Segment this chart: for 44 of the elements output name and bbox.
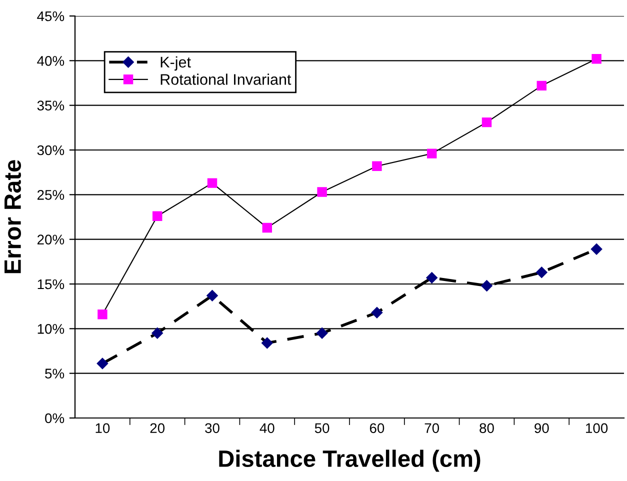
point xyxy=(98,310,108,320)
y-tick-label: 0% xyxy=(45,413,64,424)
point xyxy=(372,161,382,171)
x-tick-label: 20 xyxy=(150,423,165,434)
y-tick-label: 10% xyxy=(38,324,64,334)
point xyxy=(262,337,273,349)
x-tick-label: 50 xyxy=(314,423,330,434)
x-tick-label: 90 xyxy=(534,423,549,434)
point xyxy=(426,148,437,158)
point xyxy=(536,80,547,91)
x-tick-label: 70 xyxy=(424,423,440,434)
point xyxy=(262,222,272,233)
point xyxy=(152,211,162,221)
y-tick-label: 5% xyxy=(45,368,64,379)
x-axis-title: Distance Travelled (cm) xyxy=(219,450,480,472)
y-tick-label: 45% xyxy=(37,11,64,22)
point xyxy=(481,280,492,292)
x-tick-label: 80 xyxy=(480,423,494,434)
x-tick-label: 60 xyxy=(370,423,384,434)
x-tick-label: 40 xyxy=(260,423,274,434)
y-tick-label: 15% xyxy=(38,279,64,290)
point xyxy=(590,244,602,255)
point xyxy=(207,178,218,188)
legend-label: K-jet xyxy=(160,56,191,71)
point xyxy=(371,306,383,318)
y-tick-label: 20% xyxy=(37,234,64,245)
y-tick-label: 35% xyxy=(37,100,64,111)
point xyxy=(482,117,492,128)
point xyxy=(316,328,328,339)
y-tick-label: 30% xyxy=(37,145,64,156)
legend-label: Rotational Invariant xyxy=(160,74,292,85)
x-tick-label: 30 xyxy=(205,423,220,434)
point xyxy=(426,272,438,284)
x-tick-label: 100 xyxy=(586,423,608,434)
x-tick-label: 10 xyxy=(96,423,110,434)
y-tick-label: 40% xyxy=(37,56,64,66)
y-tick-label: 25% xyxy=(37,190,64,200)
point xyxy=(536,266,548,278)
point xyxy=(96,358,108,370)
point xyxy=(592,54,602,64)
point xyxy=(317,187,327,197)
point xyxy=(206,290,218,302)
point xyxy=(152,328,163,339)
y-axis-title: Error Rate xyxy=(4,160,22,274)
